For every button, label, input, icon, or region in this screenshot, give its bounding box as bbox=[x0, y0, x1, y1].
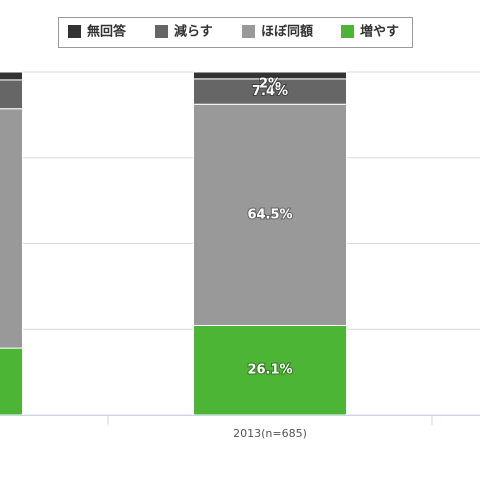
legend-label: 無回答 bbox=[87, 24, 127, 40]
data-label: 26.1% bbox=[247, 363, 292, 378]
data-label: 64.5% bbox=[247, 207, 292, 222]
legend-swatch bbox=[68, 25, 81, 38]
legend-swatch bbox=[341, 25, 354, 38]
bar-segment bbox=[0, 108, 23, 349]
data-label: 7.4% bbox=[252, 84, 288, 99]
legend-label: 減らす bbox=[174, 24, 213, 40]
data-label: 2% bbox=[259, 77, 281, 92]
x-tick-label: 2013(n=685) bbox=[233, 427, 307, 440]
bar-segment bbox=[193, 103, 347, 326]
bar-segment bbox=[0, 71, 23, 81]
bar-segment bbox=[0, 79, 23, 110]
bar-segment bbox=[0, 347, 23, 416]
legend-swatch bbox=[242, 25, 255, 38]
legend-swatch bbox=[155, 25, 168, 38]
legend-label: 増やす bbox=[360, 24, 399, 40]
legend-label: ほぼ同額 bbox=[261, 24, 313, 40]
bar-segment bbox=[193, 71, 347, 80]
